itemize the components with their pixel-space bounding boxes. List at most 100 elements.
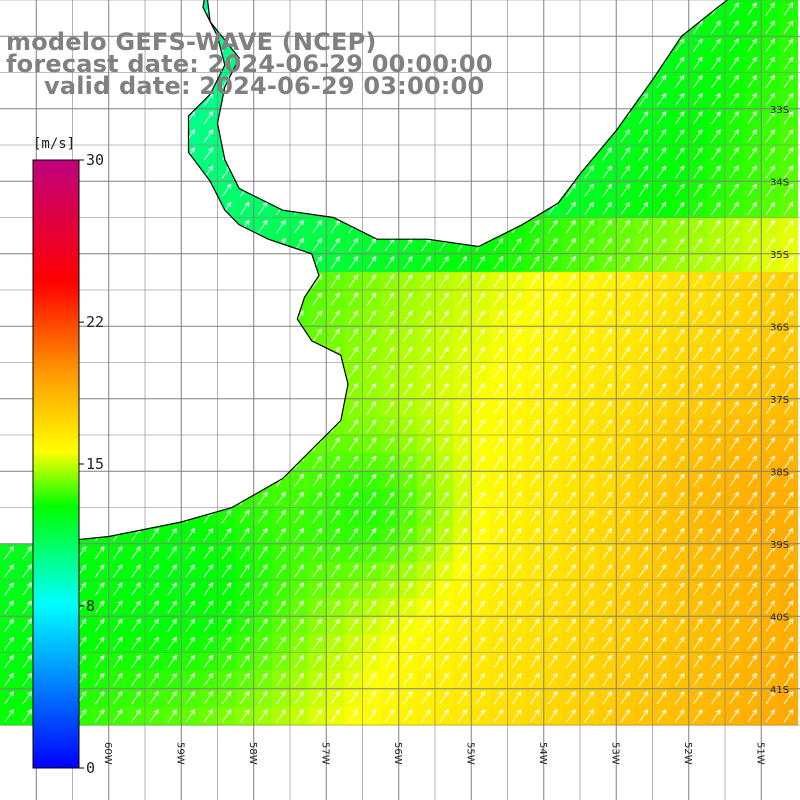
- wind-arrow: [620, 129, 631, 143]
- wind-arrow: [258, 709, 268, 723]
- wind-arrow: [765, 38, 776, 52]
- wind-arrow: [711, 20, 721, 34]
- wind-arrow: [548, 401, 558, 415]
- wind-arrow: [348, 618, 359, 632]
- wind-arrow: [366, 346, 377, 360]
- wind-arrow: [511, 256, 522, 270]
- colorbar-tick-label: 0: [86, 759, 95, 777]
- wind-arrow: [493, 437, 504, 451]
- wind-arrow: [656, 491, 667, 505]
- wind-arrow: [765, 401, 776, 415]
- wind-arrow: [729, 346, 739, 360]
- wind-arrow: [366, 455, 377, 469]
- wind-arrow: [4, 618, 14, 632]
- wind-arrow: [221, 618, 232, 632]
- colorbar-unit-label: [m/s]: [33, 136, 75, 152]
- wind-arrow: [258, 509, 268, 524]
- wind-arrow: [584, 528, 594, 542]
- wind-arrow: [765, 346, 776, 360]
- wind-arrow: [656, 147, 667, 161]
- wind-arrow: [783, 111, 794, 125]
- wind-arrow: [620, 256, 631, 270]
- wind-arrow: [258, 219, 268, 234]
- speed-cell: [253, 634, 273, 654]
- wind-arrow: [674, 509, 685, 524]
- wind-arrow: [711, 93, 721, 107]
- wind-arrow: [475, 310, 486, 324]
- wind-arrow: [656, 509, 667, 524]
- wind-arrow: [239, 618, 250, 632]
- wind-arrow: [548, 546, 558, 560]
- wind-arrow: [765, 219, 776, 234]
- speed-cell: [616, 344, 635, 364]
- wind-arrow: [548, 419, 558, 433]
- wind-arrow: [439, 256, 449, 270]
- wind-arrow: [638, 509, 649, 524]
- wind-arrow: [511, 383, 522, 397]
- wind-arrow: [765, 2, 776, 16]
- wind-arrow: [765, 93, 776, 107]
- wind-arrow: [348, 546, 359, 560]
- wind-arrow: [747, 219, 758, 234]
- wind-arrow: [312, 219, 323, 234]
- wind-arrow: [566, 310, 576, 324]
- wind-arrow: [783, 673, 794, 687]
- speed-cell: [543, 543, 563, 563]
- wind-arrow: [348, 256, 359, 270]
- wind-arrow: [294, 691, 304, 705]
- speed-cell: [688, 416, 708, 436]
- wind-arrow: [312, 328, 323, 342]
- wind-arrow: [729, 709, 739, 723]
- wind-arrow: [656, 328, 667, 342]
- wind-arrow: [783, 93, 794, 107]
- wind-arrow: [783, 165, 794, 179]
- wind-arrow: [747, 401, 758, 415]
- wind-arrow: [566, 238, 576, 252]
- wind-arrow: [312, 600, 323, 614]
- speed-cell: [253, 561, 273, 581]
- wind-arrow: [475, 328, 486, 342]
- wind-arrow: [747, 38, 758, 52]
- wind-arrow: [239, 582, 250, 596]
- wind-arrow: [511, 654, 522, 669]
- wind-arrow: [729, 147, 739, 161]
- wind-arrow: [457, 473, 468, 487]
- wind-arrow: [403, 528, 413, 542]
- wind-arrow: [22, 564, 33, 578]
- wind-arrow: [384, 401, 395, 415]
- wind-arrow: [421, 528, 431, 542]
- wind-arrow: [729, 419, 739, 433]
- wind-arrow: [747, 292, 758, 306]
- wind-arrow: [439, 310, 449, 324]
- wind-arrow: [693, 274, 703, 288]
- wind-arrow: [566, 364, 576, 379]
- wind-arrow: [747, 165, 758, 179]
- wind-arrow: [475, 709, 486, 723]
- wind-arrow: [620, 364, 631, 379]
- wind-arrow: [529, 618, 540, 632]
- wind-arrow: [403, 455, 413, 469]
- wind-arrow: [620, 383, 631, 397]
- speed-cell: [253, 489, 273, 509]
- wind-arrow: [548, 673, 558, 687]
- speed-cell: [688, 688, 708, 708]
- wind-arrow: [674, 691, 685, 705]
- speed-cell: [398, 326, 418, 345]
- wind-arrow: [384, 528, 395, 542]
- wind-arrow: [439, 346, 449, 360]
- wind-arrow: [366, 528, 377, 542]
- wind-arrow: [421, 582, 431, 596]
- wind-arrow: [674, 238, 685, 252]
- wind-arrow: [113, 564, 123, 578]
- wind-arrow: [783, 654, 794, 669]
- wind-arrow: [348, 328, 359, 342]
- speed-cell: [761, 271, 780, 291]
- wind-arrow: [511, 582, 522, 596]
- wind-arrow: [384, 437, 395, 451]
- wind-arrow: [765, 20, 776, 34]
- speed-cell: [326, 253, 345, 273]
- wind-arrow: [747, 364, 758, 379]
- wind-arrow: [384, 491, 395, 505]
- lat-label: 34S: [770, 177, 789, 188]
- wind-arrow: [693, 473, 703, 487]
